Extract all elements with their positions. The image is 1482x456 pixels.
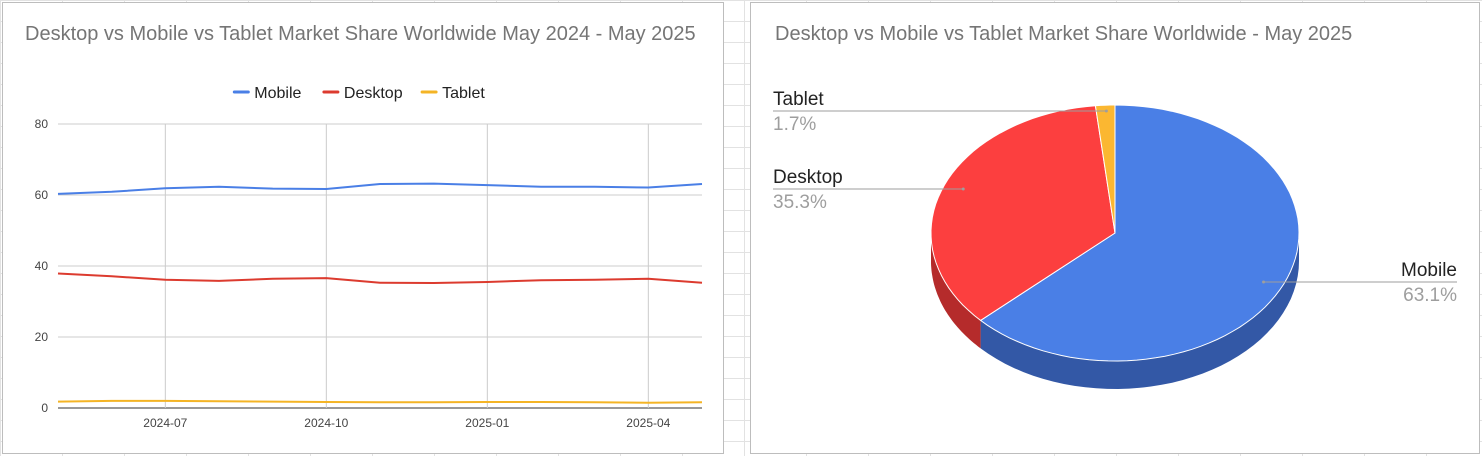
y-tick-label: 80 [35,117,49,131]
pie-chart: Mobile 63.1% Desktop 35.3% Tablet 1.7% [773,89,1457,389]
series-line-mobile [57,182,703,195]
series-line-tablet [57,399,703,404]
pie-label-value: 63.1% [1403,285,1457,306]
y-tick-label: 20 [35,330,49,344]
line-chart: 0 20 40 60 80 2024-07 2024-10 2025-01 2025-04 Mob… [35,85,703,430]
pie-side-desktop [931,233,981,349]
line-chart-title: Desktop vs Mobile vs Tablet Market Share… [25,23,696,45]
line-chart-legend: Mobile Desktop Tablet [232,85,485,102]
y-tick-label: 40 [35,259,49,273]
series-line-desktop [57,272,703,284]
pie-callout-desktop: Desktop 35.3% [773,167,965,213]
legend-label-tablet: Tablet [442,85,485,102]
x-tick-label: 2024-07 [143,416,187,430]
pie-callout-mobile: Mobile 63.1% [1262,260,1457,306]
pie-chart-title: Desktop vs Mobile vs Tablet Market Share… [775,23,1353,45]
pie-slice-mobile [979,104,1300,362]
x-tick-label: 2025-01 [465,416,509,430]
callout-dot [1262,280,1266,284]
legend-label-desktop: Desktop [344,85,403,102]
callout-dot [961,187,965,191]
pie-label-name: Tablet [773,89,824,110]
legend-label-mobile: Mobile [254,85,301,102]
x-tick-label: 2024-10 [304,416,348,430]
y-tick-label: 0 [41,401,48,415]
x-tick-label: 2025-04 [626,416,670,430]
line-chart-panel: Desktop vs Mobile vs Tablet Market Share… [2,2,724,454]
callout-dot [1104,109,1108,113]
pie-chart-panel: Desktop vs Mobile vs Tablet Market Share… [750,2,1480,454]
pie-slice-desktop [930,105,1116,322]
pie-label-value: 35.3% [773,192,827,213]
y-tick-label: 60 [35,188,49,202]
pie-label-name: Desktop [773,167,843,188]
pie-callout-tablet: Tablet 1.7% [773,89,1108,135]
pie-side-mobile [980,233,1299,389]
pie-label-value: 1.7% [773,114,816,135]
pie-slice-tablet [1094,104,1116,234]
pie-label-name: Mobile [1401,260,1457,281]
